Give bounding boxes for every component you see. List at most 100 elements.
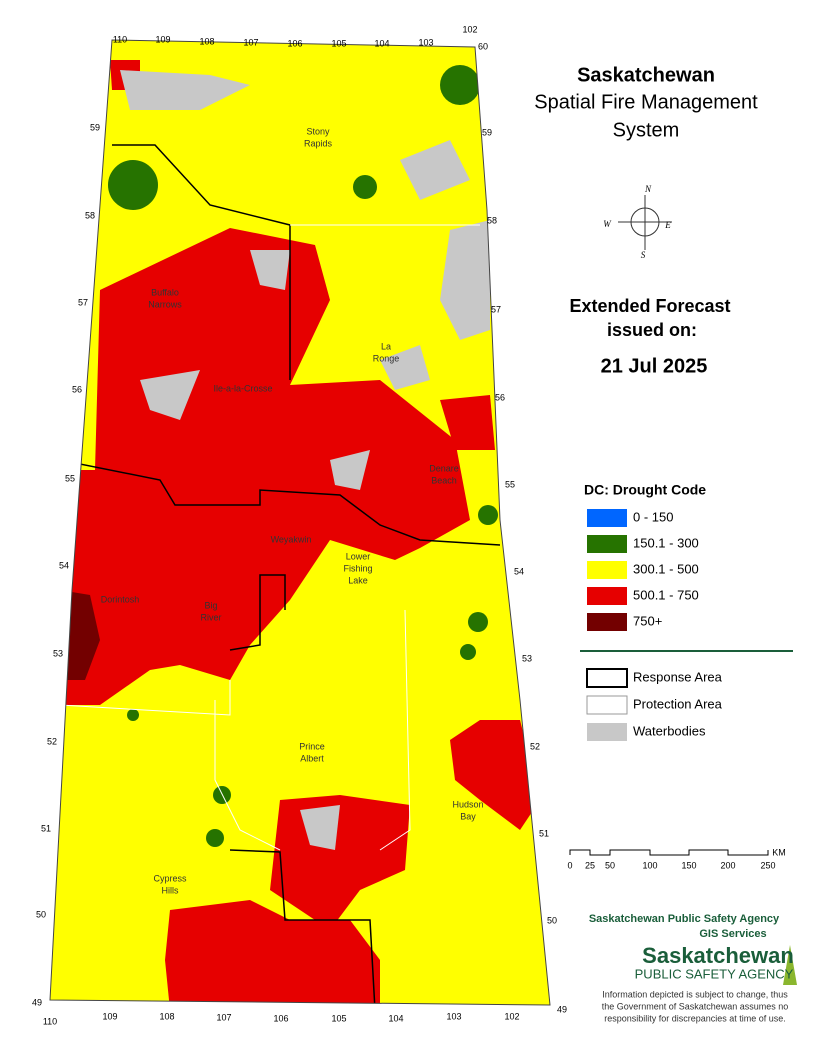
place-label: Hudson: [452, 799, 483, 809]
disclaimer: the Government of Saskatchewan assumes n…: [602, 1001, 789, 1011]
place-label: Cypress: [153, 873, 187, 883]
place-label: Dorintosh: [101, 594, 140, 604]
grid-label: 104: [388, 1013, 403, 1023]
grid-label: 50: [547, 915, 557, 925]
water-swatch: [587, 723, 627, 741]
place-label: Bay: [460, 811, 476, 821]
agency-unit: GIS Services: [699, 928, 766, 940]
legend-title: DC: Drought Code: [584, 482, 706, 498]
grid-label: 108: [159, 1011, 174, 1021]
grid-label: 102: [504, 1011, 519, 1021]
grid-label: 55: [65, 473, 75, 483]
grid-label: 107: [216, 1012, 231, 1022]
scale-label: 250: [760, 860, 775, 870]
place-label: Prince: [299, 741, 325, 751]
legend-swatch: [587, 587, 627, 605]
grid-label: 103: [418, 37, 433, 47]
legend-label: 500.1 - 750: [633, 587, 699, 602]
scale-bar: [569, 849, 769, 856]
legend-label: 150.1 - 300: [633, 535, 699, 550]
scale-label: 25: [585, 860, 595, 870]
grid-label: 49: [557, 1004, 567, 1014]
boundary-label: Protection Area: [633, 696, 723, 711]
grid-label: 102: [462, 24, 477, 34]
legend-swatch: [587, 561, 627, 579]
grid-label: 54: [514, 566, 524, 576]
place-label: Fishing: [343, 563, 372, 573]
compass-rose: [618, 195, 672, 250]
disclaimer: Information depicted is subject to chang…: [602, 989, 788, 999]
logo-bottom: PUBLIC SAFETY AGENCY: [635, 966, 794, 981]
boundary-label: Response Area: [633, 669, 723, 684]
grid-label: 57: [78, 297, 88, 307]
place-label: Stony: [306, 126, 330, 136]
grid-label: 109: [102, 1011, 117, 1021]
grid-label: 105: [331, 1013, 346, 1023]
place-label: Beach: [431, 475, 457, 485]
boundary-label: Waterbodies: [633, 723, 706, 738]
place-label: Ronge: [373, 353, 400, 363]
title-line: Saskatchewan: [577, 64, 715, 86]
legend-label: 750+: [633, 613, 662, 628]
grid-label: 51: [41, 823, 51, 833]
grid-label: 52: [47, 736, 57, 746]
place-label: Ile-a-la-Crosse: [213, 383, 272, 393]
grid-label: 59: [90, 122, 100, 132]
province-outline: [49, 39, 551, 1006]
legend-swatch: [587, 613, 627, 631]
grid-label: 55: [505, 479, 515, 489]
compass-letter: S: [641, 250, 646, 260]
forecast-heading: issued on:: [607, 320, 697, 340]
scale-label: 200: [720, 860, 735, 870]
place-label: Lower: [346, 551, 371, 561]
title-line: Spatial Fire Management: [534, 91, 758, 113]
place-label: Hills: [162, 885, 179, 895]
agency-name: Saskatchewan Public Safety Agency: [589, 913, 780, 925]
scale-label: 0: [567, 860, 572, 870]
scale-unit: KM: [772, 847, 786, 857]
place-label: Buffalo: [151, 287, 179, 297]
legend-swatch: [587, 509, 627, 527]
disclaimer: responsibility for discrepancies at time…: [604, 1013, 786, 1023]
grid-label: 51: [539, 828, 549, 838]
map: [50, 40, 550, 1005]
grid-label: 53: [53, 648, 63, 658]
grid-label: 107: [243, 37, 258, 47]
place-label: Denare: [429, 463, 459, 473]
legend-swatch: [587, 535, 627, 553]
grid-label: 57: [491, 304, 501, 314]
scale-label: 100: [642, 860, 657, 870]
place-label: Rapids: [304, 138, 333, 148]
place-label: River: [200, 612, 221, 622]
grid-label: 52: [530, 741, 540, 751]
logo-top: Saskatchewan: [642, 943, 794, 968]
grid-label: 105: [331, 38, 346, 48]
grid-label: 56: [72, 384, 82, 394]
place-label: Lake: [348, 575, 368, 585]
grid-label: 104: [374, 38, 389, 48]
legend-label: 300.1 - 500: [633, 561, 699, 576]
grid-label: 106: [287, 38, 302, 48]
place-label: Albert: [300, 753, 324, 763]
grid-label: 110: [113, 34, 127, 44]
response-swatch: [586, 668, 628, 688]
protection-swatch: [586, 695, 628, 715]
scale-label: 50: [605, 860, 615, 870]
grid-label: 109: [155, 34, 170, 44]
grid-label: 54: [59, 560, 69, 570]
scale-label: 150: [681, 860, 696, 870]
grid-label: 60: [478, 41, 488, 51]
grid-label: 110: [43, 1016, 57, 1026]
grid-label: 50: [36, 909, 46, 919]
place-label: La: [381, 341, 391, 351]
grid-label: 58: [85, 210, 95, 220]
forecast-heading: Extended Forecast: [569, 296, 730, 316]
compass-letter: N: [644, 184, 652, 194]
grid-label: 49: [32, 997, 42, 1007]
compass-letter: E: [664, 220, 671, 230]
grid-label: 59: [482, 127, 492, 137]
compass-letter: W: [603, 219, 612, 229]
grid-label: 53: [522, 653, 532, 663]
place-label: Big: [204, 600, 217, 610]
